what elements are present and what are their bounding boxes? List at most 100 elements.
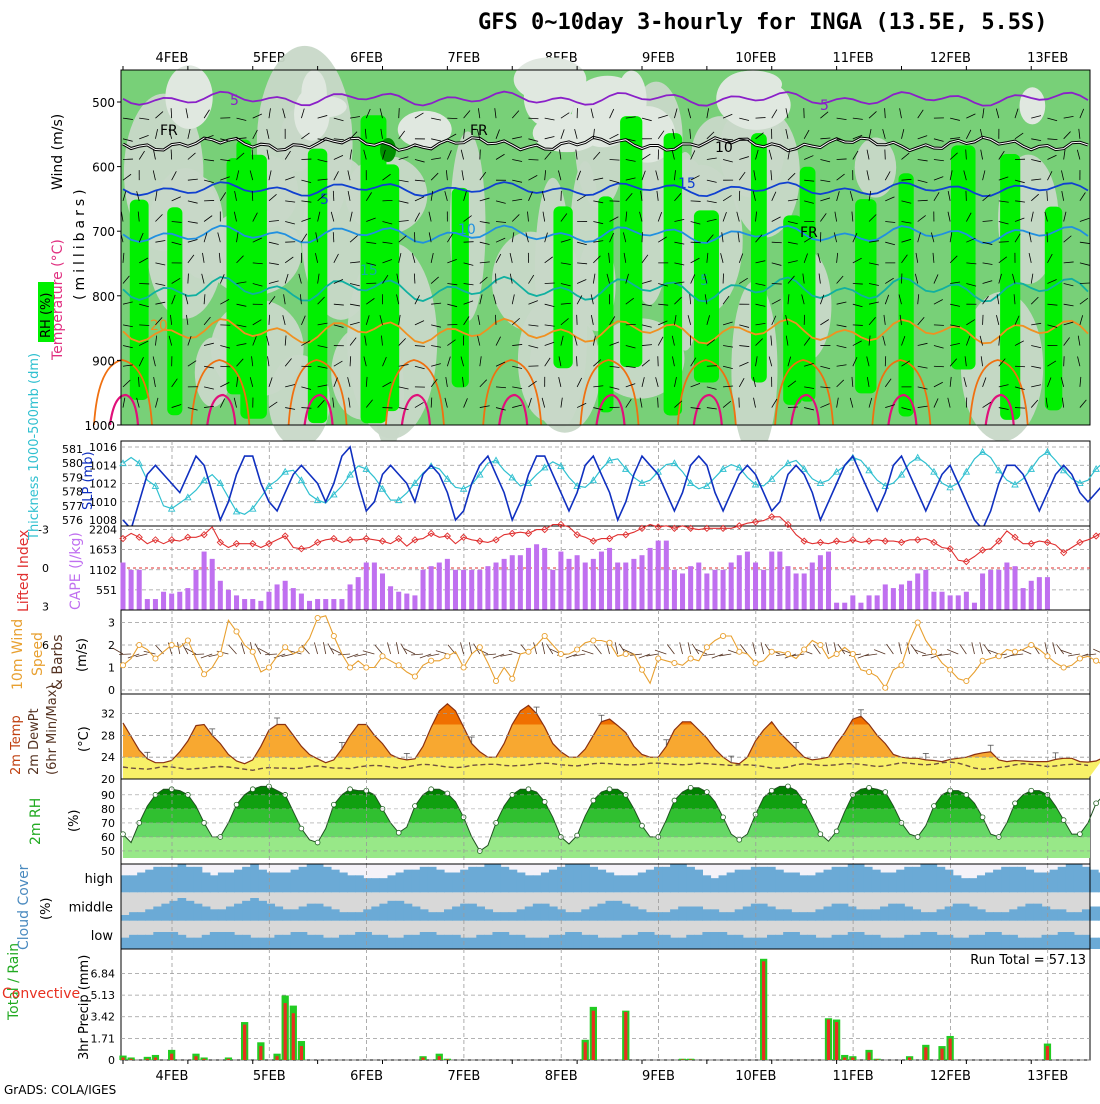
contour-label: 5 [230, 93, 239, 109]
cloud-cell-high [1001, 867, 1010, 893]
cape-bar [250, 599, 255, 610]
cloud-cell-low [387, 938, 396, 949]
cloud-cell-middle [929, 912, 938, 921]
cloud-cell-middle [614, 901, 623, 921]
pressure-tick: 700 [92, 225, 115, 239]
cloud-cell-middle [178, 898, 187, 921]
wind-speed-marker [866, 669, 871, 674]
cape-bar [534, 544, 539, 610]
cloud-cell-low [283, 935, 292, 949]
cloud-cell-low [428, 932, 437, 949]
cloud-cell-low [848, 932, 857, 949]
cape-bar [372, 563, 377, 610]
wind-speed-marker [623, 651, 628, 656]
cape-bar [526, 548, 531, 610]
cloud-cell-low [888, 938, 897, 949]
cape-bar [875, 595, 880, 610]
cloud-cell-middle [759, 904, 768, 921]
cloud-cell-low [412, 935, 421, 949]
cloud-cell-high [266, 873, 275, 893]
thickness-tick: 577 [62, 500, 83, 513]
precip-convective-bar [446, 1059, 449, 1060]
cloud-cell-high [606, 873, 615, 893]
wind-speed-marker [153, 656, 158, 661]
thickness-label-group: Thickness 1000-500mb (dm) [27, 353, 42, 541]
wind-barb [626, 324, 636, 325]
cloud-cell-middle [1009, 909, 1018, 920]
cloud-cell-middle [775, 909, 784, 920]
cape-tick: 551 [96, 584, 117, 597]
cloud-cell-low [743, 938, 752, 949]
cape-bar [404, 594, 409, 610]
cape-tick: 2204 [89, 524, 117, 537]
rh-marker [607, 787, 612, 792]
cloud-cell-high [630, 875, 639, 892]
cloud-cell-low [371, 935, 380, 949]
cloud-cell-low [912, 935, 921, 949]
cloud-cell-low [234, 935, 243, 949]
wind-speed-marker [769, 649, 774, 654]
cloud-cell-high [283, 873, 292, 893]
cloud-cell-low [856, 932, 865, 949]
cloud-cell-low [1033, 938, 1042, 949]
cloud-cell-high [404, 870, 413, 893]
cape-bar [177, 592, 182, 610]
cape-bar [948, 595, 953, 610]
wind-speed-marker [1061, 665, 1066, 670]
wind-barb [1080, 283, 1090, 284]
cloud-cell-middle [1025, 904, 1034, 921]
cloud-cell-high [581, 864, 590, 892]
cloud-cell-middle [1042, 907, 1051, 921]
cape-bar [185, 588, 190, 610]
cloud-cell-middle [985, 912, 994, 921]
wind-speed-marker [575, 647, 580, 652]
cloud-cell-middle [735, 909, 744, 920]
cloud-cell-middle [969, 907, 978, 921]
wind-label-group3: & Barbs [50, 635, 66, 691]
rh-moist-column [751, 133, 767, 382]
cloud-cell-high [339, 873, 348, 893]
cloud-cell-middle [993, 912, 1002, 921]
wind-speed-marker [656, 656, 661, 661]
cloud-cell-high [379, 878, 388, 892]
cloud-cell-low [339, 935, 348, 949]
cloud-cell-low [525, 938, 534, 949]
cloud-cell-middle [1033, 904, 1042, 921]
cape-bar [210, 559, 215, 610]
cloud-cell-low [274, 935, 283, 949]
cloud-cell-middle [468, 904, 477, 921]
cloud-cell-middle [420, 909, 429, 920]
precip-convective-bar [867, 1052, 870, 1060]
cloud-cell-high [436, 870, 445, 893]
cloud-cell-low [1090, 938, 1099, 949]
cape-tick: 1653 [89, 544, 117, 557]
cloud-cell-low [977, 935, 986, 949]
cloud-cell-high [299, 867, 308, 893]
cloud-cell-high [840, 867, 849, 893]
cloud-cell-low [226, 932, 235, 949]
precip-tick: 6.84 [91, 967, 116, 980]
cloud-cell-middle [888, 904, 897, 921]
precip-convective-bar [421, 1057, 424, 1060]
cloud-cell-middle [323, 907, 332, 921]
cloud-cell-high [145, 870, 154, 893]
cloud-cell-middle [646, 912, 655, 921]
cloud-cell-high [969, 878, 978, 892]
pressure-tick: 900 [92, 354, 115, 368]
cloud-cell-high [331, 870, 340, 893]
precip-convective-bar [762, 961, 765, 1060]
cape-bar [339, 599, 344, 610]
cloud-cell-middle [428, 912, 437, 921]
cloud-cell-middle [977, 909, 986, 920]
rh-tick: 90 [101, 789, 115, 802]
wind-speed-marker [704, 645, 709, 650]
cloud-cell-high [751, 867, 760, 893]
axis-label-temp-part: 2m DewPt [27, 708, 42, 775]
cloud-cell-high [896, 870, 905, 893]
rh-moist-column [308, 149, 327, 423]
cloud-cell-high [347, 875, 356, 892]
wind-label-group2: Speed [30, 632, 46, 676]
cloud-cell-low [509, 935, 518, 949]
cape-bar [396, 592, 401, 610]
cloud-cell-high [468, 867, 477, 893]
